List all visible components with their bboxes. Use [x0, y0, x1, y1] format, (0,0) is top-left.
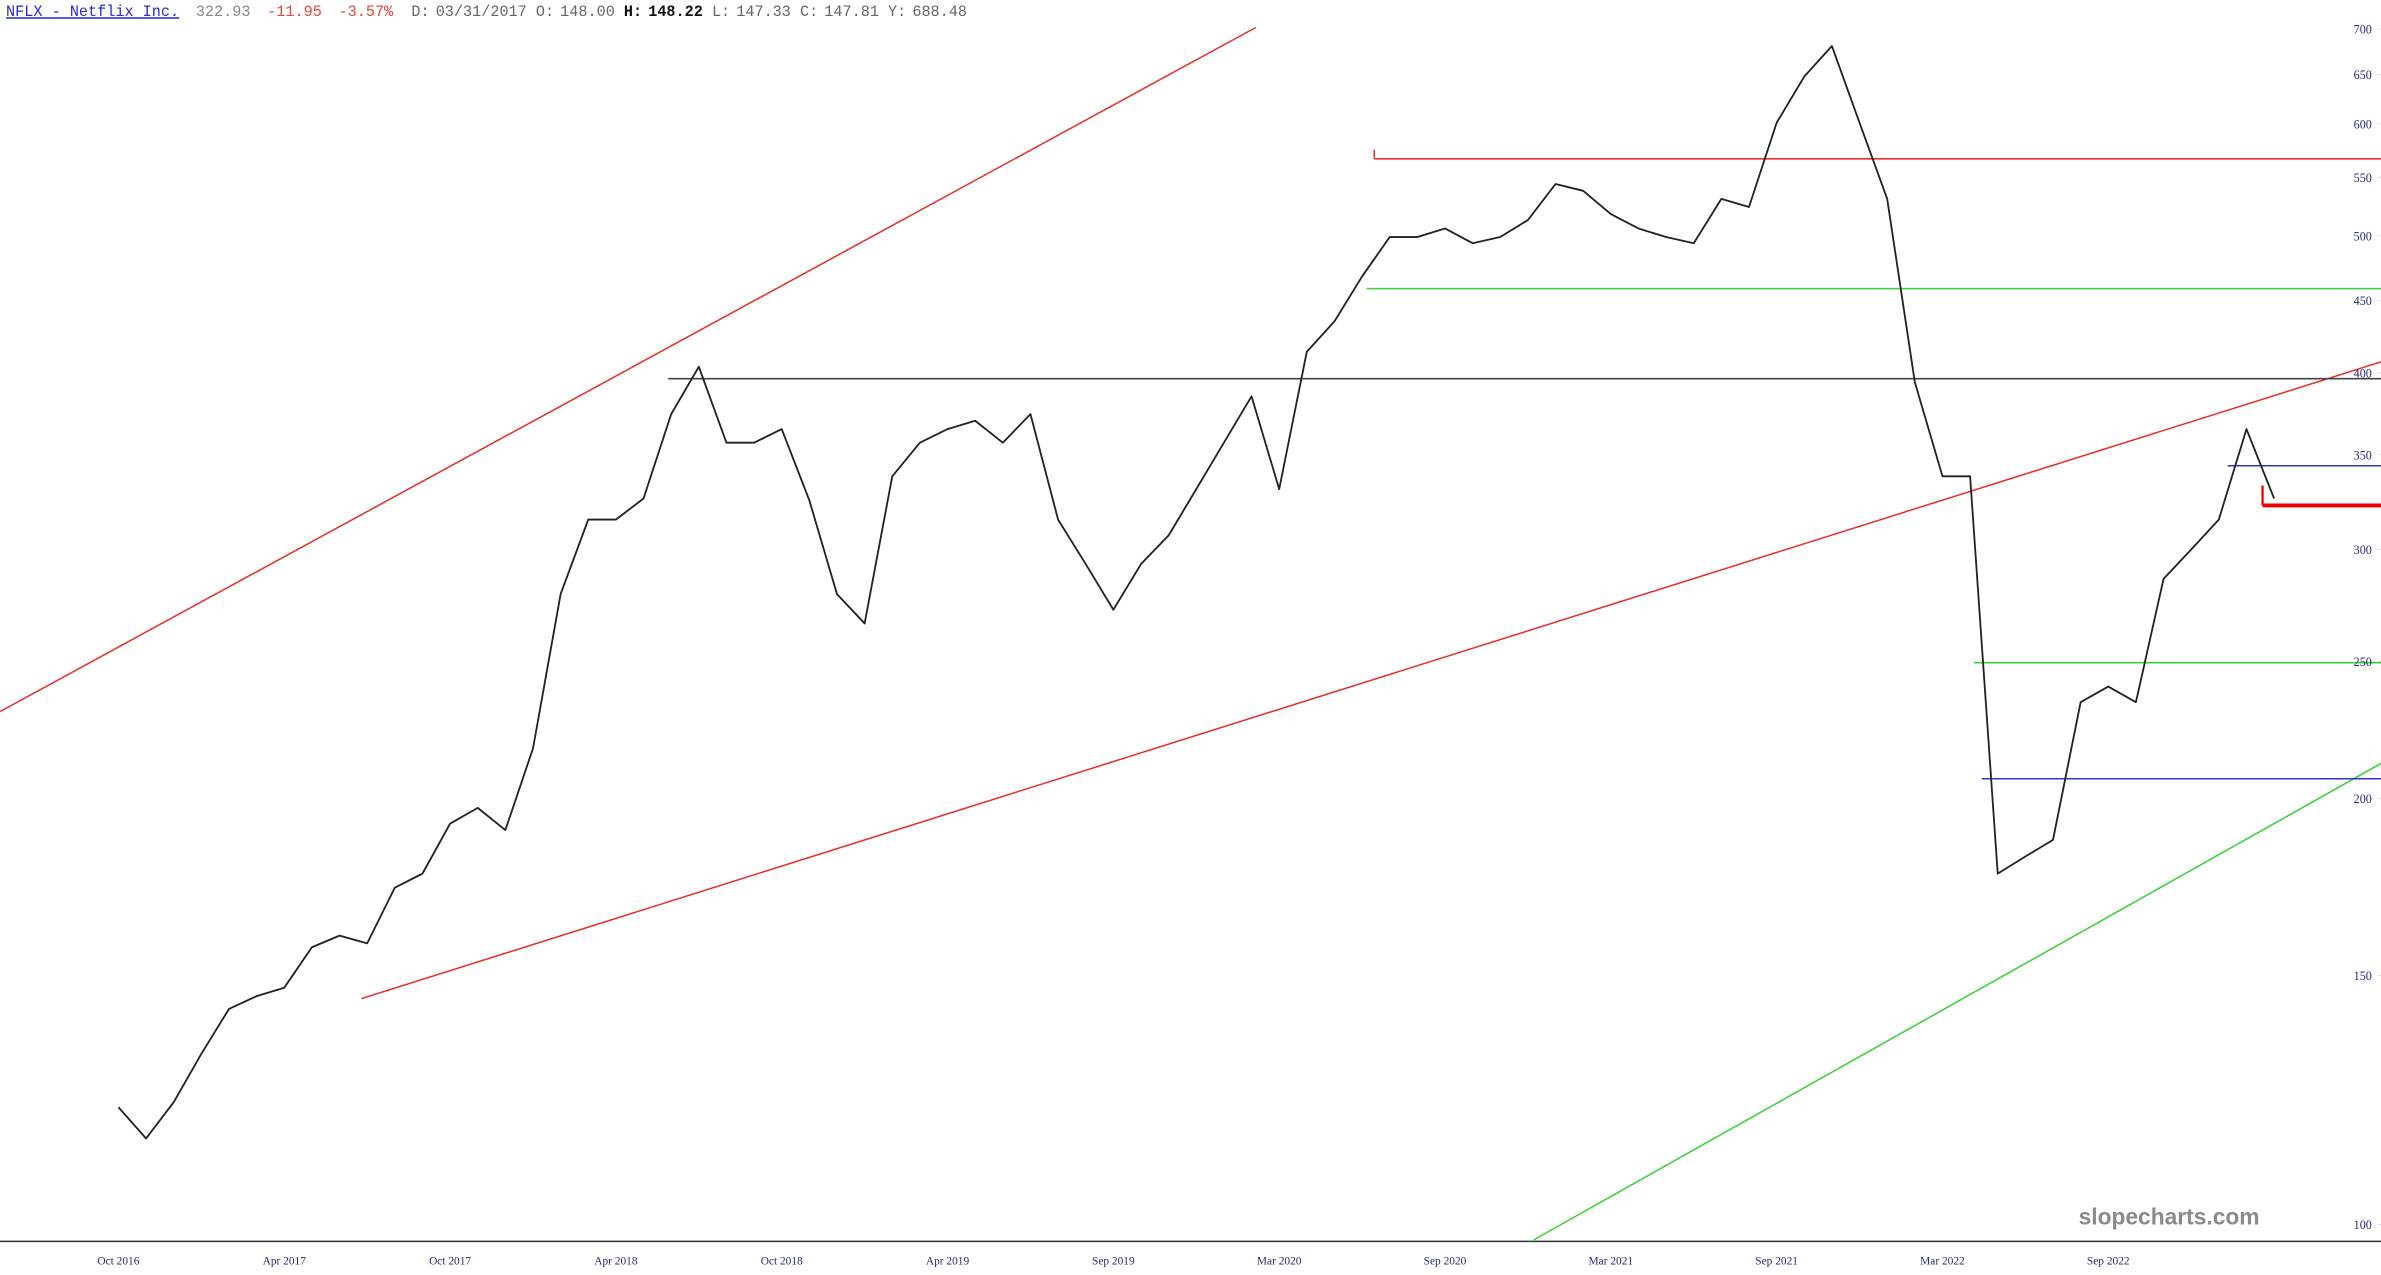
- y-tick-label: 500: [2354, 229, 2372, 243]
- y-tick-label: 400: [2354, 366, 2372, 380]
- change: -11.95: [267, 3, 322, 21]
- detail-label: D:: [411, 3, 429, 21]
- detail-value: 148.22: [648, 3, 703, 21]
- x-tick-label: Sep 2022: [2087, 1255, 2130, 1267]
- x-tick-label: Mar 2021: [1589, 1255, 1634, 1267]
- price-line: [117, 45, 2275, 1140]
- x-tick-label: Apr 2017: [263, 1255, 307, 1267]
- x-tick-label: Oct 2018: [761, 1255, 803, 1267]
- trendline: [0, 26, 1257, 713]
- y-tick-label: 150: [2354, 969, 2372, 983]
- x-tick-label: Oct 2016: [97, 1255, 139, 1267]
- detail-label: Y:: [888, 3, 906, 21]
- x-tick-label: Apr 2018: [594, 1255, 638, 1267]
- y-tick-label: 100: [2354, 1218, 2372, 1232]
- y-tick-label: 550: [2354, 171, 2372, 185]
- header: NFLX - Netflix Inc. 322.93 -11.95 -3.57%…: [6, 3, 967, 21]
- y-tick-label: 200: [2354, 792, 2372, 806]
- x-tick-label: Sep 2019: [1092, 1255, 1135, 1267]
- y-tick-label: 600: [2354, 117, 2372, 131]
- x-tick-label: Mar 2022: [1920, 1255, 1965, 1267]
- watermark: slopecharts.com: [2079, 1204, 2260, 1230]
- detail-label: H:: [624, 3, 642, 21]
- trendline: [361, 361, 2381, 1000]
- details: D: 03/31/2017 O: 148.00 H: 148.22 L: 147.33 C: 14…: [411, 3, 967, 21]
- last-price: 322.93: [196, 3, 251, 21]
- y-tick-label: 300: [2354, 543, 2372, 557]
- y-tick-label: 350: [2354, 448, 2372, 462]
- detail-label: C:: [800, 3, 818, 21]
- x-tick-label: Mar 2020: [1257, 1255, 1302, 1267]
- y-tick-label: 650: [2354, 68, 2372, 82]
- y-tick-label: 450: [2354, 294, 2372, 308]
- detail-label: L:: [712, 3, 730, 21]
- change-pct: -3.57%: [339, 3, 395, 21]
- trendlines: [0, 26, 2381, 1243]
- detail-value: 03/31/2017: [436, 3, 527, 21]
- detail-value: 147.81: [824, 3, 879, 21]
- x-tick-label: Sep 2021: [1755, 1255, 1798, 1267]
- x-tick-label: Sep 2020: [1424, 1255, 1467, 1267]
- detail-label: O:: [536, 3, 554, 21]
- x-tick-label: Apr 2019: [926, 1255, 970, 1267]
- y-tick-label: 700: [2354, 23, 2372, 37]
- detail-value: 148.00: [560, 3, 615, 21]
- detail-value: 688.48: [912, 3, 967, 21]
- x-tick-label: Oct 2017: [429, 1255, 471, 1267]
- y-tick-label: 250: [2354, 655, 2372, 669]
- detail-value: 147.33: [736, 3, 791, 21]
- trendline: [1533, 762, 2381, 1241]
- symbol-link[interactable]: NFLX - Netflix Inc.: [6, 3, 179, 21]
